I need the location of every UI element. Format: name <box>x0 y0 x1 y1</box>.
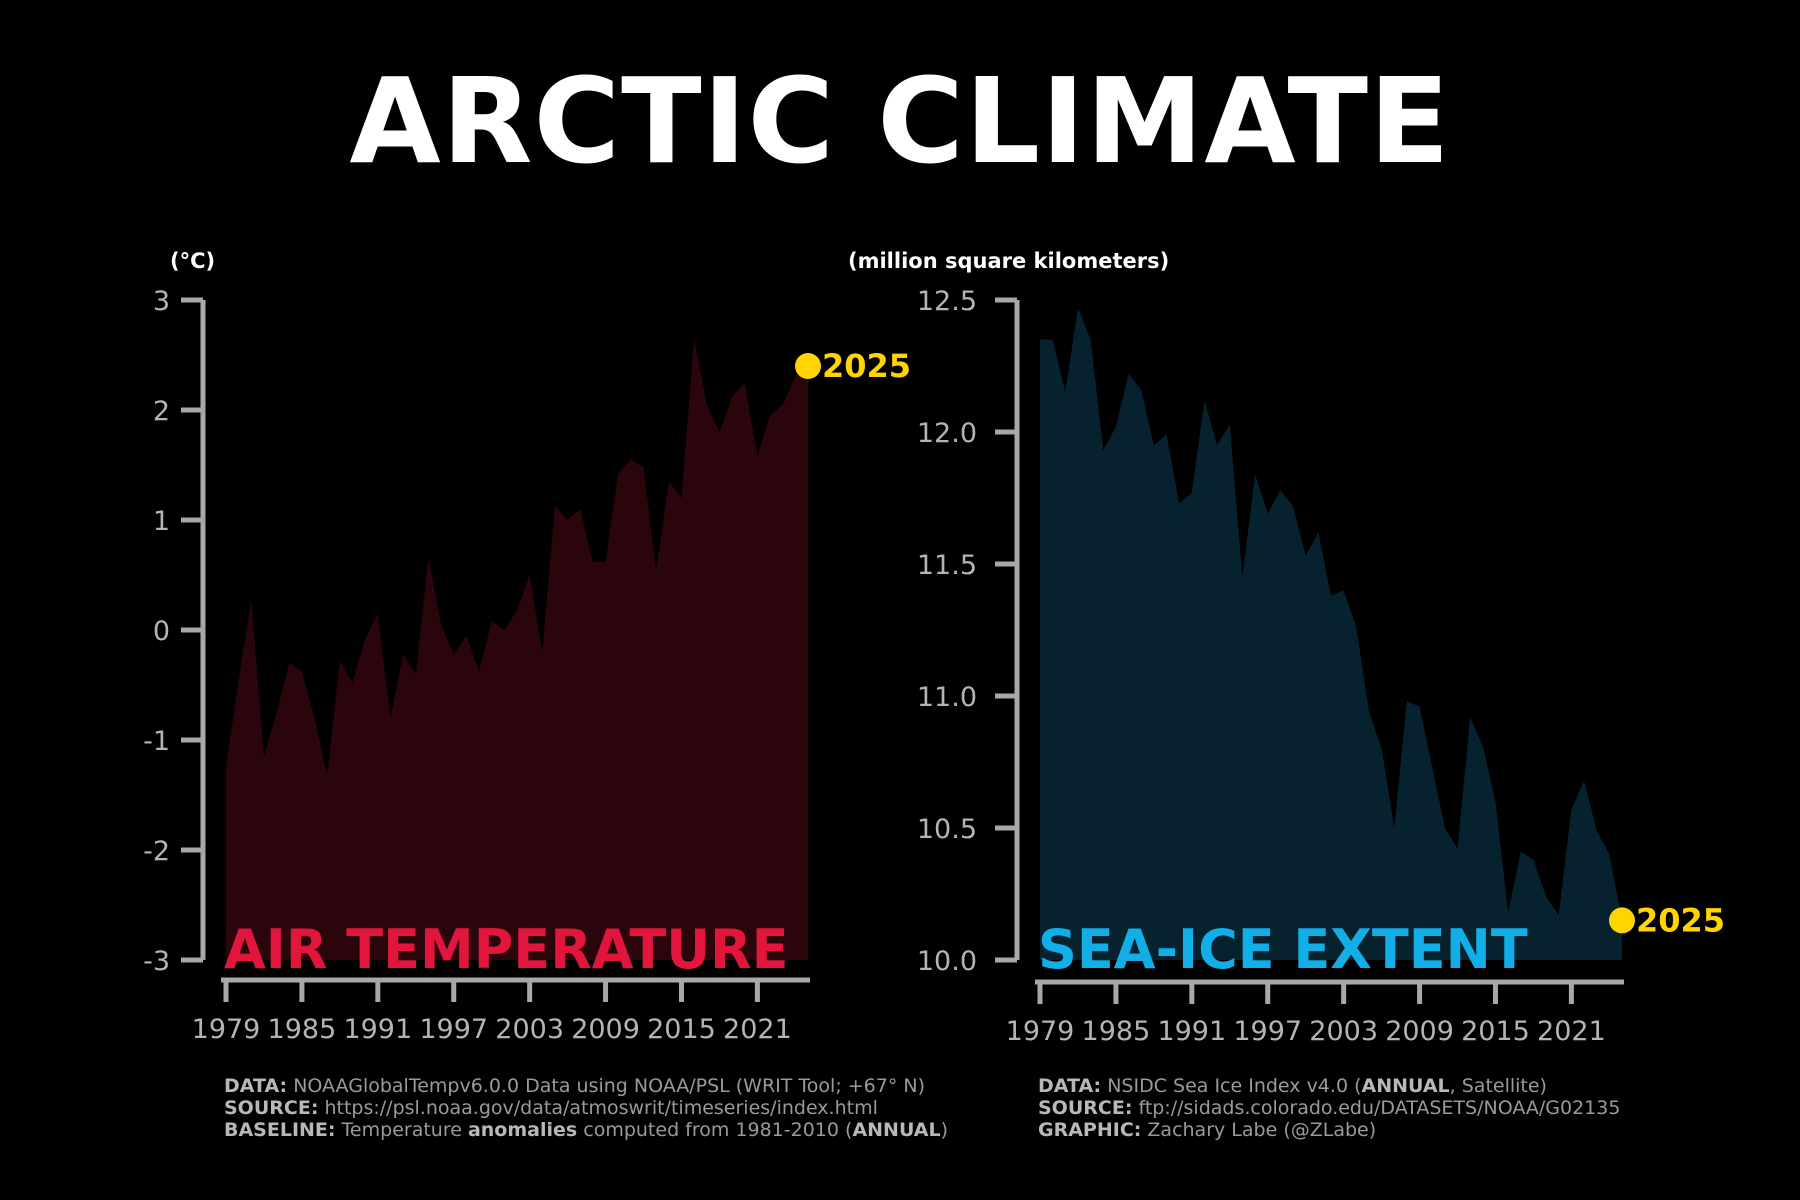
chart-title: AIR TEMPERATURE <box>224 918 789 981</box>
x-tick-label: 2021 <box>1537 1016 1606 1047</box>
x-tick-label: 1997 <box>419 1014 488 1045</box>
y-tick-label: 1 <box>153 506 170 537</box>
x-tick-label: 2003 <box>495 1014 564 1045</box>
chart-title: SEA-ICE EXTENT <box>1038 918 1528 981</box>
highlight-label: 2025 <box>1636 901 1725 939</box>
credit-line-baseline: BASELINE: Temperature anomalies computed… <box>224 1119 949 1141</box>
sea-ice-extent-chart: 12.5 12.0 11.5 11.0 10.5 10.0 1979 1985 1991 1997… <box>848 249 1725 1047</box>
y-tick-label: -1 <box>143 726 170 757</box>
y-tick-label: 12.5 <box>917 286 977 317</box>
highlight-point <box>1609 907 1635 934</box>
x-tick-label: 2009 <box>1385 1016 1454 1047</box>
credit-line-graphic: GRAPHIC: Zachary Labe (@ZLabe) <box>1038 1119 1377 1141</box>
y-tick-label: 2 <box>153 396 170 427</box>
y-tick-label: 11.5 <box>917 550 977 581</box>
credit-line-data: DATA: NOAAGlobalTempv6.0.0 Data using NO… <box>224 1075 926 1097</box>
credit-line-source: SOURCE: ftp://sidads.colorado.edu/DATASE… <box>1038 1097 1621 1119</box>
y-axis-unit-label: (°C) <box>170 249 215 273</box>
x-tick-label: 2015 <box>647 1014 716 1045</box>
credit-line-data: DATA: NSIDC Sea Ice Index v4.0 (ANNUAL, … <box>1038 1075 1547 1097</box>
x-tick-label: 1991 <box>1157 1016 1226 1047</box>
y-tick-label: -3 <box>143 946 170 977</box>
credit-line-source: SOURCE: https://psl.noaa.gov/data/atmosw… <box>224 1097 878 1119</box>
y-tick-label: 11.0 <box>917 682 977 713</box>
y-tick-label: 3 <box>153 286 170 317</box>
y-tick-label: 10.0 <box>917 946 977 977</box>
x-tick-label: 2009 <box>571 1014 640 1045</box>
x-tick-label: 1979 <box>1006 1016 1075 1047</box>
x-tick-label: 1985 <box>268 1014 337 1045</box>
x-tick-label: 1979 <box>192 1014 261 1045</box>
x-tick-label: 2021 <box>723 1014 792 1045</box>
x-tick-label: 2015 <box>1461 1016 1530 1047</box>
y-axis-unit-label: (million square kilometers) <box>848 249 1169 273</box>
x-tick-label: 1985 <box>1082 1016 1151 1047</box>
y-tick-label: -2 <box>143 836 170 867</box>
credits-left: DATA: NOAAGlobalTempv6.0.0 Data using NO… <box>224 1075 948 1141</box>
x-tick-label: 2003 <box>1309 1016 1378 1047</box>
series-area <box>226 338 808 960</box>
y-tick-label: 12.0 <box>917 418 977 449</box>
y-tick-label: 0 <box>153 616 170 647</box>
main-title: ARCTIC CLIMATE <box>349 52 1451 190</box>
highlight-label: 2025 <box>822 347 911 385</box>
x-tick-label: 1997 <box>1233 1016 1302 1047</box>
y-tick-label: 10.5 <box>917 814 977 845</box>
credits-right: DATA: NSIDC Sea Ice Index v4.0 (ANNUAL, … <box>1038 1075 1620 1141</box>
x-tick-label: 1991 <box>343 1014 412 1045</box>
series-area <box>1040 307 1622 960</box>
highlight-point <box>795 353 821 379</box>
